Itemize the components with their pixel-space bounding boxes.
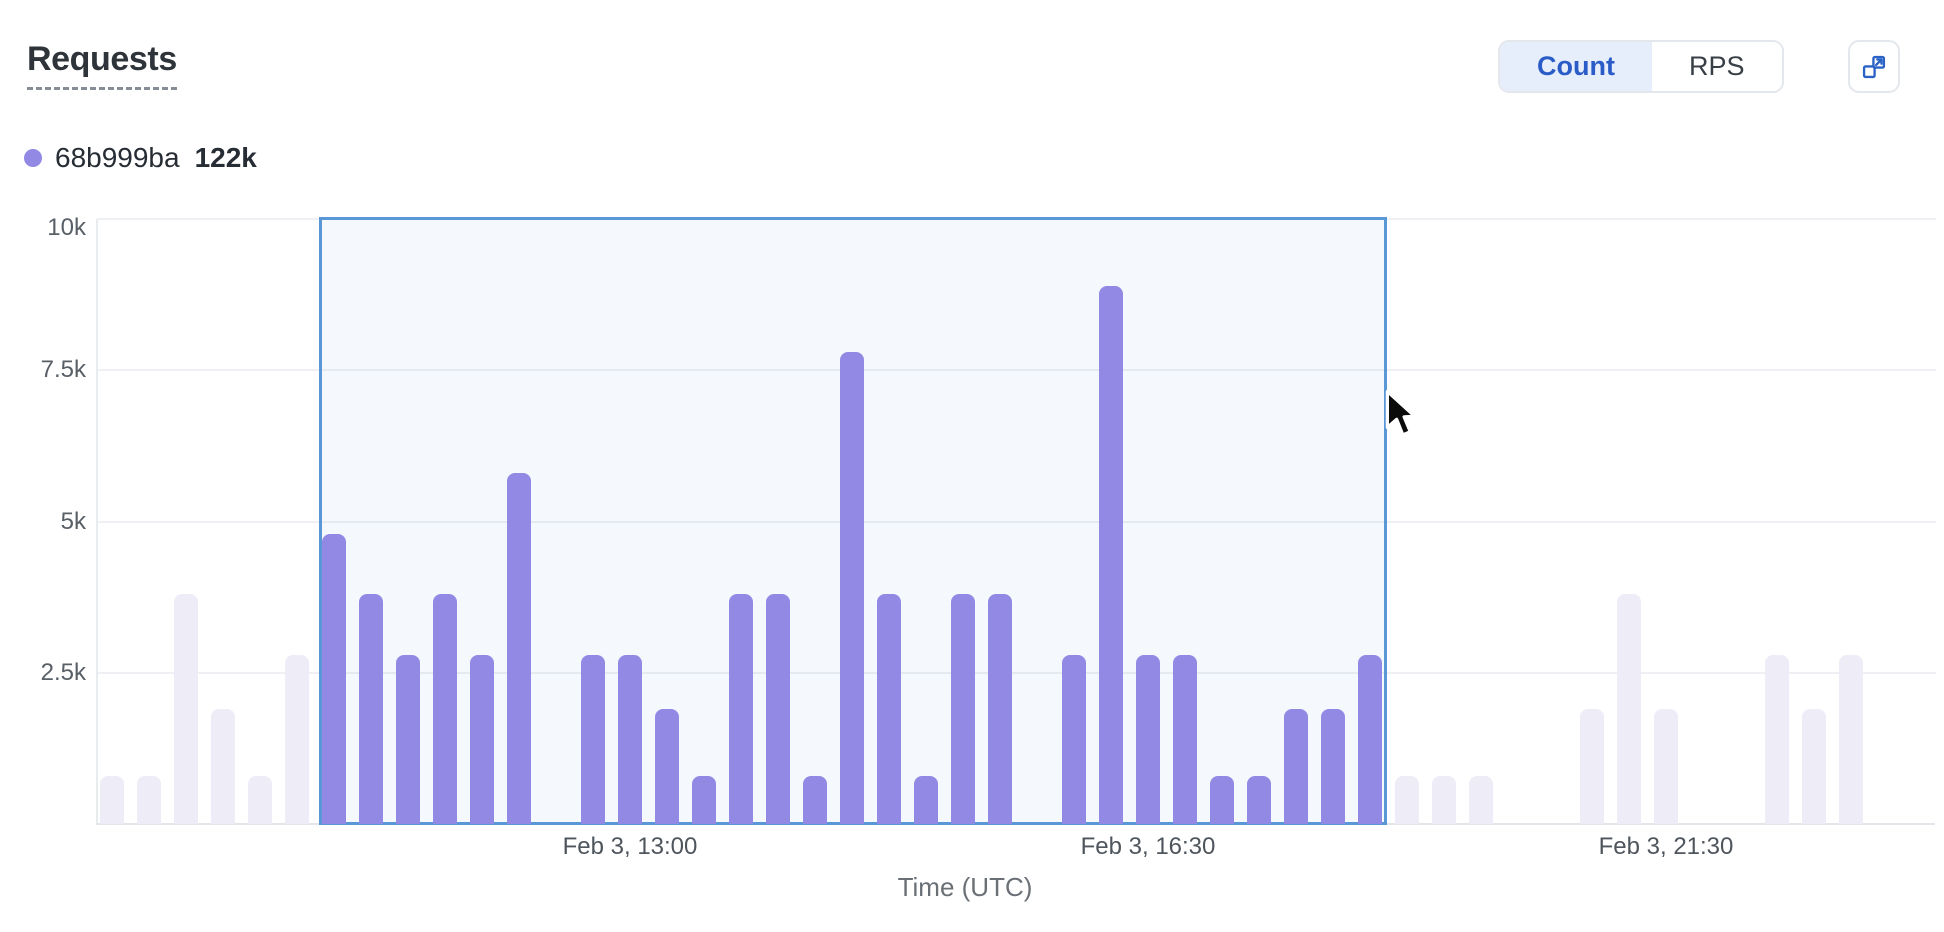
bar-faded[interactable]	[174, 594, 198, 824]
bar-faded[interactable]	[1765, 655, 1789, 824]
legend-row: 68b999ba 122k	[24, 142, 257, 174]
bar-faded[interactable]	[100, 776, 124, 824]
gridline	[97, 520, 1936, 523]
bar-selected[interactable]	[470, 655, 494, 824]
bar-selected[interactable]	[840, 352, 864, 824]
x-axis-tick-label: Feb 3, 21:30	[1598, 833, 1734, 860]
bar-selected[interactable]	[396, 655, 420, 824]
bar-faded[interactable]	[285, 655, 309, 824]
gridline	[97, 369, 1936, 372]
y-axis-tick-label: 10k	[47, 214, 86, 241]
legend-series-total: 122k	[194, 142, 257, 173]
expand-chart-button[interactable]	[1848, 40, 1900, 93]
bar-faded[interactable]	[1802, 709, 1826, 824]
x-axis-title: Time (UTC)	[897, 872, 1033, 902]
bar-selected[interactable]	[1173, 655, 1197, 824]
toggle-count-button[interactable]: Count	[1500, 42, 1652, 91]
bar-selected[interactable]	[1210, 776, 1234, 824]
y-axis-tick-label: 5k	[60, 507, 86, 535]
bar-faded[interactable]	[1469, 776, 1493, 824]
bar-selected[interactable]	[433, 594, 457, 824]
bar-selected[interactable]	[877, 594, 901, 824]
bar-faded[interactable]	[1580, 709, 1604, 824]
bar-faded[interactable]	[1654, 709, 1678, 824]
bar-selected[interactable]	[359, 594, 383, 824]
legend-series-dot	[24, 149, 42, 167]
expand-icon	[1860, 53, 1888, 81]
toggle-rps-button[interactable]: RPS	[1651, 42, 1782, 91]
bar-selected[interactable]	[692, 776, 716, 824]
bar-selected[interactable]	[618, 655, 642, 824]
bar-selected[interactable]	[951, 594, 975, 824]
bar-faded[interactable]	[211, 709, 235, 824]
bar-selected[interactable]	[507, 473, 531, 824]
bar-faded[interactable]	[248, 776, 272, 824]
bar-selected[interactable]	[729, 594, 753, 824]
bar-faded[interactable]	[137, 776, 161, 824]
bar-selected[interactable]	[1321, 709, 1345, 824]
bar-selected[interactable]	[1062, 655, 1086, 824]
bar-selected[interactable]	[655, 709, 679, 824]
x-axis-tick-label: Feb 3, 16:30	[1080, 833, 1216, 860]
bar-selected[interactable]	[988, 594, 1012, 824]
bar-selected[interactable]	[1247, 776, 1271, 824]
bar-selected[interactable]	[1136, 655, 1160, 824]
bar-selected[interactable]	[803, 776, 827, 824]
bar-faded[interactable]	[1617, 594, 1641, 824]
count-rps-toggle: Count RPS	[1498, 40, 1784, 93]
panel-title: Requests	[27, 40, 177, 90]
bar-selected[interactable]	[914, 776, 938, 824]
bar-faded[interactable]	[1839, 655, 1863, 824]
y-axis-tick-label: 7.5k	[40, 356, 86, 384]
legend-series-id: 68b999ba	[55, 142, 180, 173]
bar-selected[interactable]	[1284, 709, 1308, 824]
y-axis-line	[96, 219, 98, 824]
bar-faded[interactable]	[1432, 776, 1456, 824]
bar-selected[interactable]	[1358, 655, 1382, 824]
bar-selected[interactable]	[1099, 286, 1123, 824]
bar-selected[interactable]	[322, 534, 346, 824]
y-axis-tick-label: 2.5k	[40, 658, 86, 686]
bar-selected[interactable]	[766, 594, 790, 824]
bar-faded[interactable]	[1395, 776, 1419, 824]
x-axis-tick-label: Feb 3, 13:00	[562, 833, 698, 860]
bar-selected[interactable]	[581, 655, 605, 824]
gridline	[97, 671, 1936, 674]
